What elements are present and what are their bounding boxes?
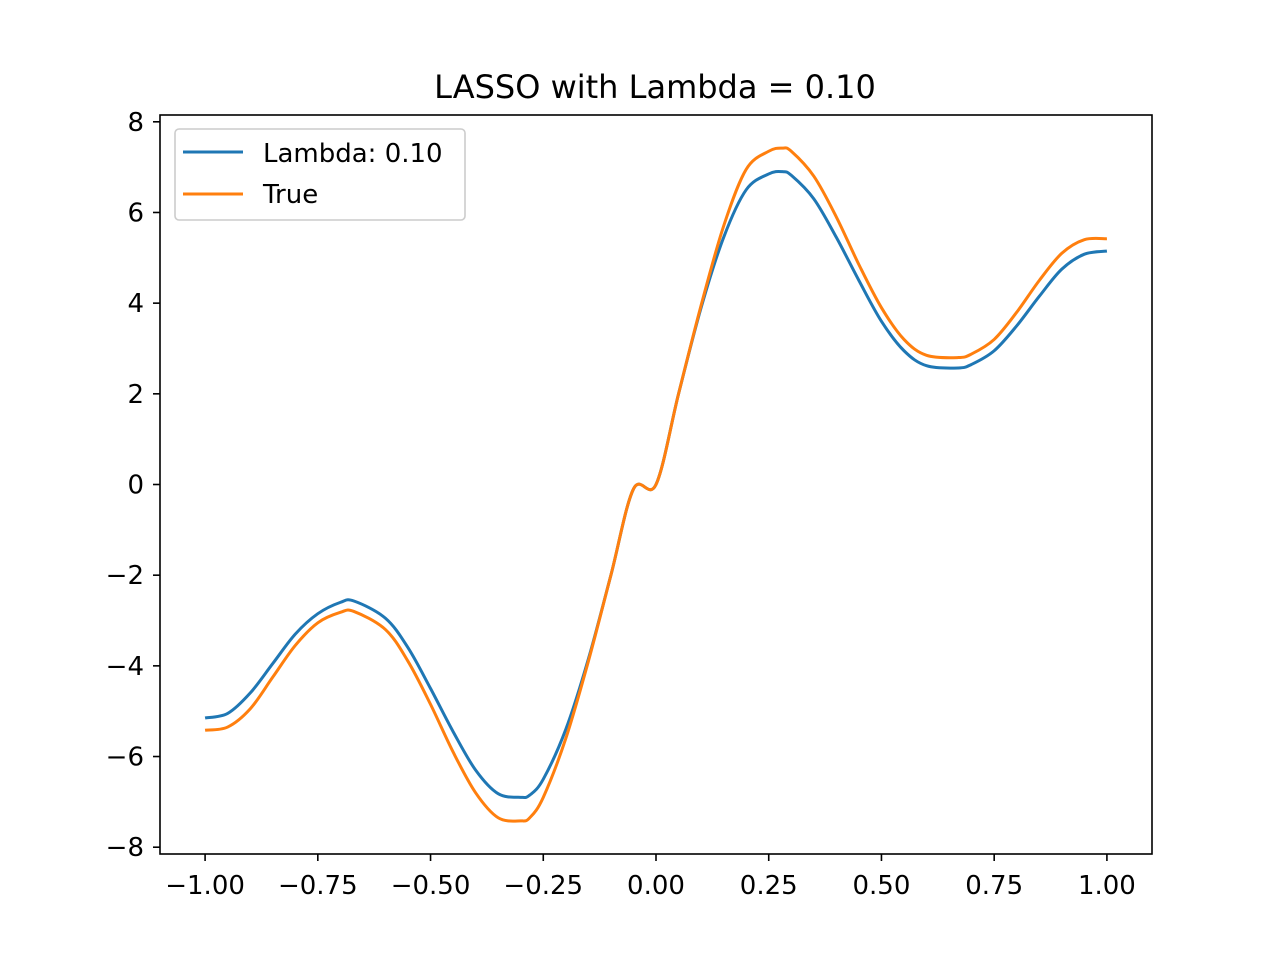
- x-tick-label: 0.50: [853, 871, 911, 901]
- y-tick-label: 8: [127, 108, 144, 138]
- y-tick-label: −4: [106, 652, 144, 682]
- x-tick-label: 0.75: [965, 871, 1023, 901]
- y-tick-label: 4: [127, 289, 144, 319]
- x-tick-label: −1.00: [165, 871, 245, 901]
- legend-box: [174, 128, 466, 221]
- series-line-true: [204, 146, 1107, 823]
- y-tick-label: −8: [106, 833, 144, 863]
- y-tick-label: −2: [106, 561, 144, 591]
- y-tick-label: 6: [127, 198, 144, 228]
- x-tick-label: −0.50: [391, 871, 471, 901]
- x-tick-label: −0.75: [278, 871, 358, 901]
- chart-title: LASSO with Lambda = 0.10: [434, 68, 876, 106]
- x-tick-label: 0.25: [740, 871, 798, 901]
- x-tick-label: 0.00: [627, 871, 685, 901]
- series-layer: [204, 146, 1108, 823]
- x-axis: −1.00 −0.75 −0.50 −0.25 0.00 0.25 0.50 0.75 1.00: [165, 854, 1136, 901]
- legend-label-lambda: Lambda: 0.10: [263, 139, 443, 169]
- y-axis: 8 6 4 2 0 −2 −4 −6 −8: [106, 108, 160, 863]
- y-tick-label: −6: [106, 743, 144, 773]
- x-tick-label: −0.25: [503, 871, 583, 901]
- legend-label-true: True: [262, 180, 318, 210]
- y-tick-label: 2: [127, 380, 144, 410]
- y-tick-label: 0: [127, 471, 144, 501]
- x-tick-label: 1.00: [1078, 871, 1136, 901]
- legend: Lambda: 0.10 True: [174, 128, 466, 221]
